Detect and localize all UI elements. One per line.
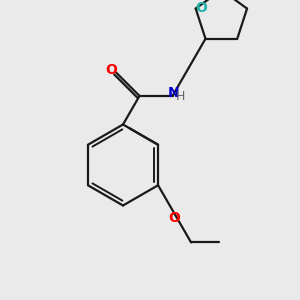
Text: O: O	[169, 211, 181, 225]
Text: N: N	[167, 86, 179, 100]
Text: H: H	[176, 90, 186, 103]
Text: O: O	[105, 63, 117, 77]
Text: O: O	[195, 1, 207, 15]
